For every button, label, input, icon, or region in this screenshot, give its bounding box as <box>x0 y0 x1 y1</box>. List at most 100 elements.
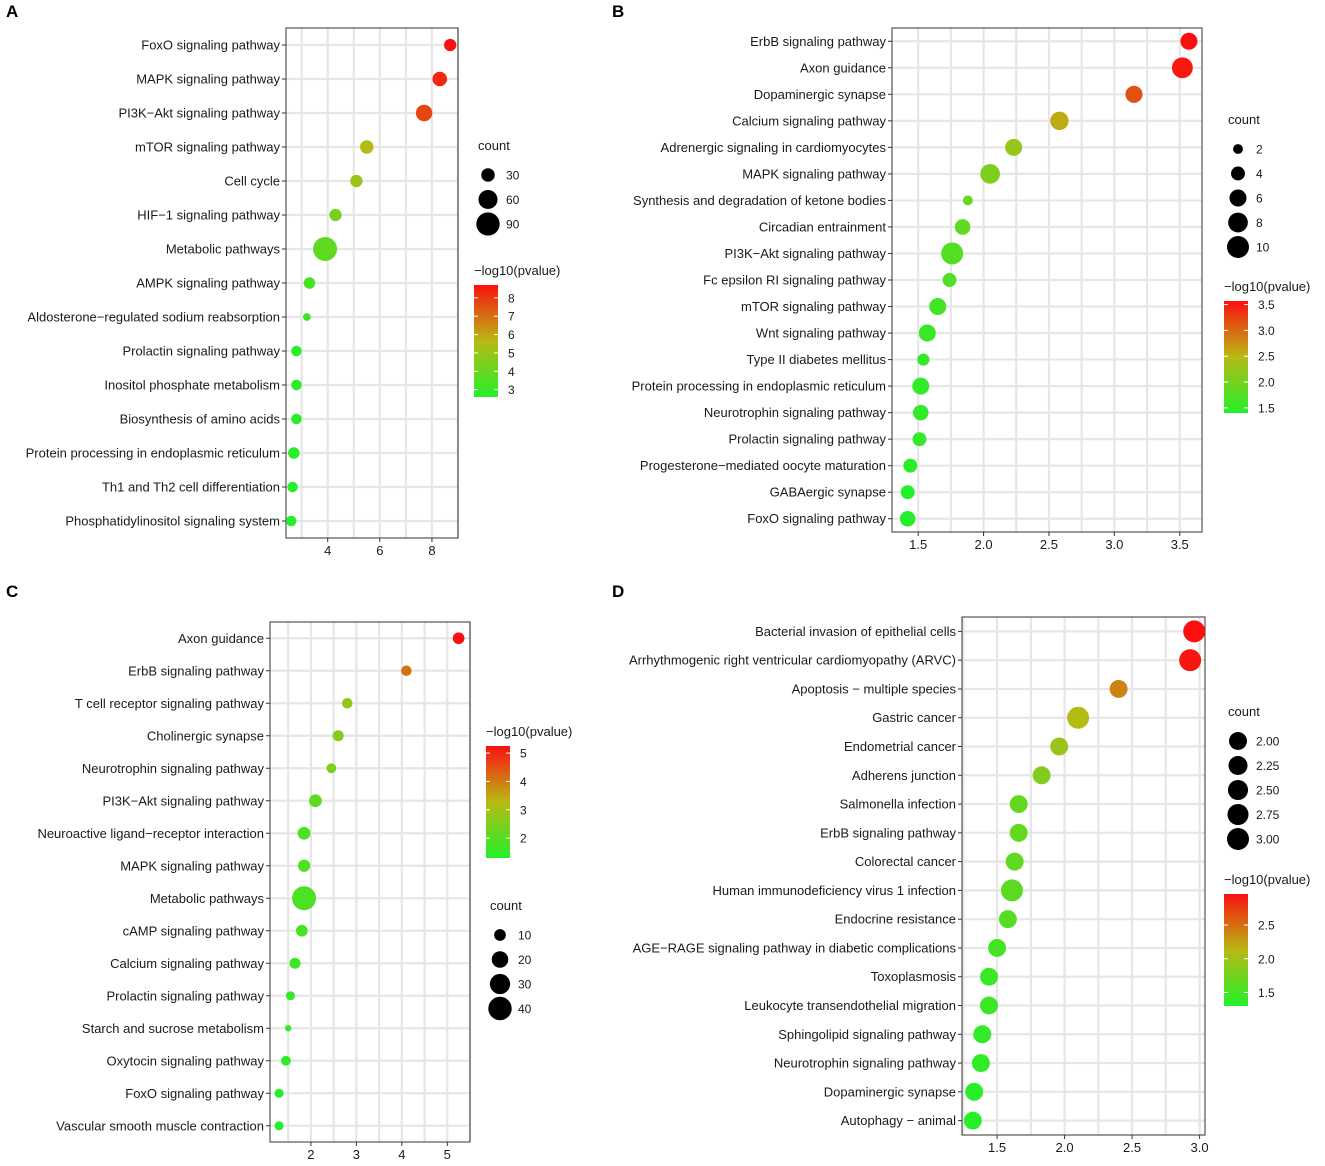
size-legend-key-b <box>1231 166 1245 181</box>
y-tick-label-a: Phosphatidylinositol signaling system <box>65 514 280 529</box>
size-legend-key-b <box>1229 189 1247 207</box>
data-point-a <box>303 277 316 289</box>
x-tick-label-b: 2.5 <box>1040 537 1058 552</box>
data-point-d <box>1050 737 1069 756</box>
data-point-a <box>444 38 457 52</box>
x-tick-label-c: 3 <box>353 1147 360 1162</box>
y-tick-label-d: AGE−RAGE signaling pathway in diabetic c… <box>633 940 957 955</box>
size-legend-title-d: count <box>1228 704 1260 719</box>
data-point-b <box>900 485 915 500</box>
y-tick-label-b: Dopaminergic synapse <box>754 87 886 102</box>
data-point-c <box>297 859 311 872</box>
y-tick-label-d: Bacterial invasion of epithelial cells <box>755 624 956 639</box>
size-legend-key-a <box>481 168 495 182</box>
data-point-a <box>291 413 302 425</box>
plot-area-c <box>270 622 470 1142</box>
size-legend-label-a: 90 <box>506 218 520 232</box>
y-tick-label-c: Neuroactive ligand−receptor interaction <box>37 826 264 841</box>
panel-a: A FoxO signaling pathway MAPK signaling p… <box>6 2 560 558</box>
x-tick-label-a: 4 <box>324 543 331 558</box>
y-tick-label-b: Adrenergic signaling in cardiomyocytes <box>661 140 887 155</box>
y-tick-label-c: cAMP signaling pathway <box>123 923 265 938</box>
color-legend-label-b: 1.5 <box>1258 401 1275 415</box>
y-tick-label-b: Neurotrophin signaling pathway <box>704 405 887 420</box>
data-point-b <box>912 404 929 421</box>
y-tick-label-b: PI3K−Akt signaling pathway <box>724 246 886 261</box>
y-tick-label-c: ErbB signaling pathway <box>128 663 264 678</box>
color-legend-label-a: 6 <box>508 328 515 342</box>
color-legend-label-a: 8 <box>508 291 515 305</box>
size-legend-label-b: 8 <box>1256 216 1263 230</box>
y-tick-label-b: Synthesis and degradation of ketone bodi… <box>633 193 886 208</box>
data-point-b <box>980 164 1000 184</box>
y-tick-label-d: Leukocyte transendothelial migration <box>744 998 956 1013</box>
data-point-c <box>309 794 322 808</box>
data-point-c <box>295 924 308 937</box>
y-tick-label-b: Prolactin signaling pathway <box>728 432 886 447</box>
data-point-c <box>342 698 353 709</box>
size-legend-label-b: 4 <box>1256 167 1263 181</box>
y-tick-label-a: HIF−1 signaling pathway <box>137 208 280 223</box>
size-legend-label-d: 2.50 <box>1256 784 1280 798</box>
size-legend-key-c <box>489 973 511 995</box>
y-tick-label-c: Vascular smooth muscle contraction <box>56 1118 264 1133</box>
data-point-c <box>292 886 317 911</box>
data-point-d <box>980 996 998 1015</box>
size-legend-key-d <box>1227 779 1249 801</box>
x-tick-label-d: 2.0 <box>1056 1140 1074 1155</box>
color-legend-title-c: −log10(pvalue) <box>486 724 572 739</box>
data-point-a <box>288 447 300 459</box>
color-legend-bar-c <box>486 746 510 858</box>
data-point-d <box>988 938 1007 957</box>
data-point-d <box>998 910 1017 929</box>
size-legend-label-b: 2 <box>1256 143 1263 157</box>
y-tick-label-b: mTOR signaling pathway <box>741 299 886 314</box>
data-point-b <box>962 195 973 206</box>
panel-label-c: C <box>6 582 18 601</box>
y-tick-label-a: AMPK signaling pathway <box>136 276 280 291</box>
size-legend-key-d <box>1227 828 1249 850</box>
x-tick-label-d: 3.0 <box>1191 1140 1209 1155</box>
size-legend-label-d: 2.75 <box>1256 808 1280 822</box>
color-legend-title-b: −log10(pvalue) <box>1224 279 1310 294</box>
data-point-a <box>287 481 298 493</box>
data-point-d <box>1032 766 1051 785</box>
x-tick-label-d: 1.5 <box>988 1140 1006 1155</box>
y-tick-label-a: PI3K−Akt signaling pathway <box>118 106 280 121</box>
size-legend-label-d: 2.25 <box>1256 759 1280 773</box>
color-legend-label-a: 7 <box>508 310 515 324</box>
data-point-d <box>1109 679 1128 698</box>
y-tick-label-d: Toxoplasmosis <box>871 969 957 984</box>
y-tick-label-d: Arrhythmogenic right ventricular cardiom… <box>629 653 956 668</box>
data-point-a <box>360 140 374 154</box>
y-tick-label-d: Human immunodeficiency virus 1 infection <box>713 883 957 898</box>
data-point-d <box>973 1025 992 1044</box>
data-point-c <box>284 1025 292 1032</box>
panel-label-b: B <box>612 2 624 21</box>
data-point-d <box>1009 823 1028 842</box>
color-legend-label-b: 2.5 <box>1258 350 1275 364</box>
plot-frame-d <box>961 616 1206 1136</box>
color-legend-label-c: 3 <box>520 803 527 817</box>
y-tick-label-a: FoxO signaling pathway <box>141 38 280 53</box>
y-tick-label-d: Colorectal cancer <box>855 854 957 869</box>
y-tick-label-b: FoxO signaling pathway <box>747 511 886 526</box>
size-legend-label-a: 60 <box>506 193 520 207</box>
y-tick-label-d: Endocrine resistance <box>835 912 956 927</box>
size-legend-label-c: 20 <box>518 953 532 967</box>
data-point-a <box>313 237 338 261</box>
data-point-b <box>1180 32 1198 50</box>
y-tick-label-c: Metabolic pathways <box>150 891 265 906</box>
data-point-b <box>918 324 936 342</box>
y-tick-label-a: Inositol phosphate metabolism <box>104 378 280 393</box>
color-legend-label-b: 2.0 <box>1258 376 1275 390</box>
x-tick-label-c: 2 <box>307 1147 314 1162</box>
color-legend-title-a: −log10(pvalue) <box>474 263 560 278</box>
plot-area-d <box>962 617 1205 1135</box>
y-tick-label-c: T cell receptor signaling pathway <box>75 696 265 711</box>
y-tick-label-d: Sphingolipid signaling pathway <box>778 1027 956 1042</box>
y-tick-label-c: Cholinergic synapse <box>147 728 264 743</box>
color-legend-title-d: −log10(pvalue) <box>1224 872 1310 887</box>
data-point-b <box>929 298 947 316</box>
